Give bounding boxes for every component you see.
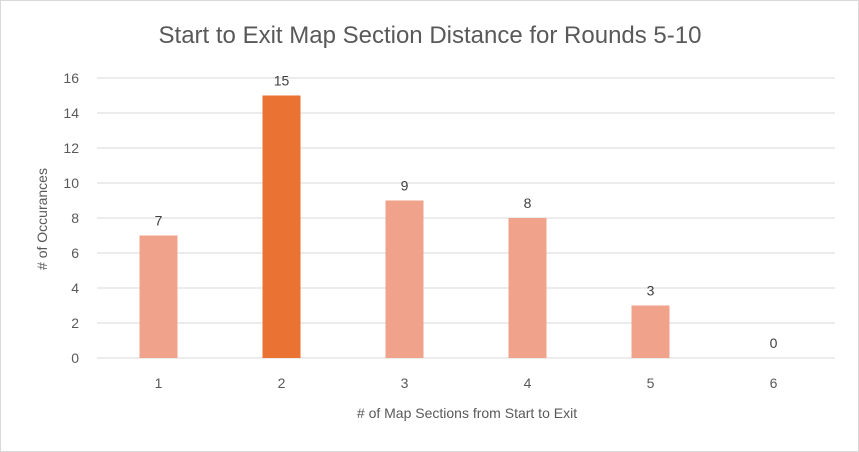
bar-4: [508, 218, 547, 358]
y-tick-label: 4: [71, 280, 79, 296]
y-axis-title: # of Occurances: [34, 168, 50, 270]
data-label-5: 3: [647, 283, 655, 299]
y-tick-label: 10: [63, 175, 79, 191]
chart-title: Start to Exit Map Section Distance for R…: [159, 22, 702, 49]
data-labels: 7 15 9 8 3 0: [155, 73, 778, 352]
x-axis-ticks: 1 2 3 4 5 6: [155, 375, 778, 391]
y-tick-label: 16: [63, 70, 79, 86]
data-label-6: 0: [770, 335, 778, 351]
data-label-2: 15: [274, 73, 290, 89]
data-label-3: 9: [401, 178, 409, 194]
y-axis-ticks: 0 2 4 6 8 10 12 14 16: [63, 70, 79, 366]
y-tick-label: 2: [71, 315, 79, 331]
y-tick-label: 14: [63, 105, 79, 121]
y-tick-label: 0: [71, 350, 79, 366]
x-tick-label-3: 3: [401, 375, 409, 391]
gridlines: [97, 77, 835, 359]
bar-5: [631, 305, 670, 358]
bar-2: [262, 95, 301, 358]
x-tick-label-4: 4: [524, 375, 532, 391]
data-label-4: 8: [524, 195, 532, 211]
x-tick-label-2: 2: [278, 375, 286, 391]
bar-3: [385, 200, 424, 358]
x-tick-label-5: 5: [647, 375, 655, 391]
bar-1: [139, 235, 178, 358]
x-axis-title: # of Map Sections from Start to Exit: [357, 405, 577, 421]
x-tick-label-1: 1: [155, 375, 163, 391]
x-tick-label-6: 6: [770, 375, 778, 391]
y-tick-label: 6: [71, 245, 79, 261]
y-tick-label: 8: [71, 210, 79, 226]
y-tick-label: 12: [63, 140, 79, 156]
data-label-1: 7: [155, 213, 163, 229]
bars: [139, 95, 670, 358]
